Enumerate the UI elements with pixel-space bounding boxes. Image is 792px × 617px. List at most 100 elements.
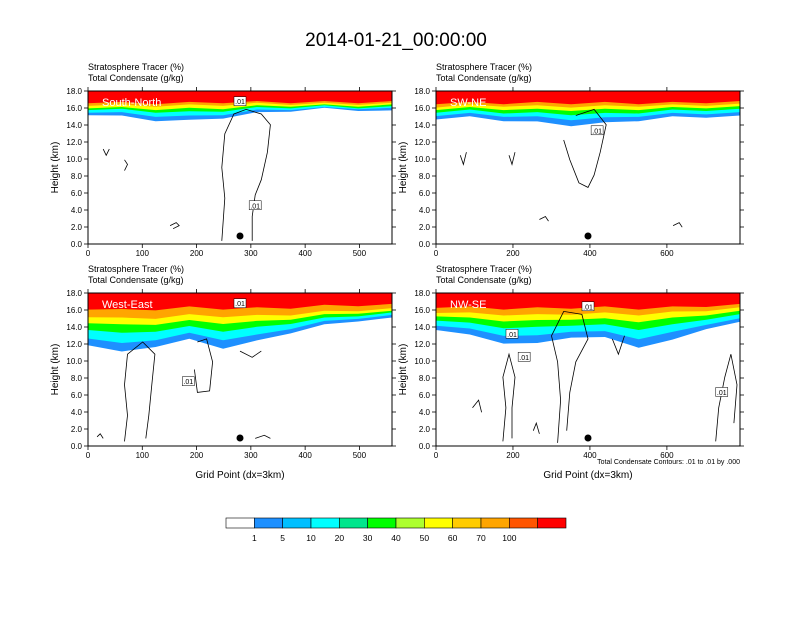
tracer-band-100 <box>436 293 740 310</box>
contour-label-box <box>233 298 247 308</box>
contour-label: .01 <box>235 99 245 106</box>
x-tick-label: 100 <box>136 249 150 258</box>
x-axis-label: Grid Point (dx=3km) <box>543 470 632 481</box>
contour-label: .01 <box>183 379 193 386</box>
y-tick-label: 14.0 <box>414 121 430 130</box>
panel-sw-ne: .01 SW-NE Stratosphere Tracer (%)Total Con… <box>398 62 744 258</box>
condensate-contour <box>124 341 156 442</box>
location-marker <box>584 434 592 442</box>
y-tick-label: 18.0 <box>414 289 430 298</box>
y-tick-label: 10.0 <box>66 155 82 164</box>
colorbar-swatch <box>452 517 482 529</box>
y-tick-label: 4.0 <box>419 206 431 215</box>
x-axis-label: Grid Point (dx=3km) <box>195 470 284 481</box>
panel-frame <box>87 292 393 447</box>
colorbar-swatch <box>395 517 425 529</box>
colorbar-label: 60 <box>448 533 458 543</box>
location-marker <box>236 232 244 240</box>
contour-label: .01 <box>507 332 517 339</box>
y-tick-label: 2.0 <box>419 425 431 434</box>
colorbar-label: 1 <box>252 533 257 543</box>
colorbar-swatch <box>537 517 567 529</box>
y-tick-label: 8.0 <box>419 374 431 383</box>
colorbar-swatch <box>424 517 453 529</box>
panel-frame <box>435 90 741 245</box>
colorbar-swatch <box>509 517 538 529</box>
condensate-contour <box>539 215 549 222</box>
location-marker <box>584 232 592 240</box>
panel-name: SW-NE <box>450 97 486 109</box>
panel-name: South-North <box>102 97 161 109</box>
y-tick-label: 6.0 <box>419 391 431 400</box>
x-tick-label: 200 <box>190 451 204 460</box>
x-tick-label: 600 <box>660 249 674 258</box>
colorbar-swatch <box>254 517 283 529</box>
condensate-contour <box>715 354 738 442</box>
colorbar-label: 30 <box>363 533 373 543</box>
colorbar: 1 5 10 20 30 40 50 60 70 100 <box>225 517 567 543</box>
contour-label: .01 <box>235 301 245 308</box>
condensate-contour <box>239 350 262 358</box>
colorbar-label: 100 <box>502 533 516 543</box>
panel-title-line: Stratosphere Tracer (%) <box>436 264 532 274</box>
y-axis-label: Height (km) <box>50 142 61 194</box>
x-tick-label: 0 <box>434 249 439 258</box>
contour-label: .01 <box>592 128 602 135</box>
y-tick-label: 8.0 <box>71 172 83 181</box>
panel-content: .01 .01 <box>88 293 392 446</box>
condensate-contour <box>221 108 271 241</box>
contour-label-box <box>505 329 519 339</box>
y-axis-label: Height (km) <box>398 142 409 194</box>
panel-name: West-East <box>102 299 153 311</box>
x-tick-label: 500 <box>353 451 367 460</box>
condensate-contour <box>551 310 589 443</box>
location-marker <box>236 434 244 442</box>
contour-label-box <box>517 352 531 362</box>
y-tick-label: 10.0 <box>414 357 430 366</box>
x-tick-label: 500 <box>353 249 367 258</box>
condensate-contour <box>169 222 180 230</box>
x-tick-label: 400 <box>298 249 312 258</box>
condensate-contour <box>96 433 104 439</box>
contour-label: .01 <box>717 390 727 397</box>
y-tick-label: 4.0 <box>71 206 83 215</box>
x-tick-label: 200 <box>506 249 520 258</box>
x-tick-label: 400 <box>583 249 597 258</box>
x-tick-label: 300 <box>244 249 258 258</box>
panel-frame <box>435 292 741 447</box>
condensate-contour <box>532 421 540 434</box>
panel-west-east: .01 .01 West-East Stratosphere Tracer (%)To… <box>50 264 396 481</box>
x-tick-label: 400 <box>298 451 312 460</box>
contour-label-box <box>590 125 604 136</box>
y-tick-label: 6.0 <box>419 189 431 198</box>
x-tick-label: 200 <box>506 451 520 460</box>
contour-label-box <box>233 96 247 106</box>
y-tick-label: 14.0 <box>414 323 430 332</box>
contour-label-box <box>581 301 595 312</box>
y-tick-label: 0.0 <box>419 240 431 249</box>
panel-title-line: Total Condensate (g/kg) <box>436 275 532 285</box>
condensate-contour <box>255 434 271 439</box>
condensate-contour <box>472 399 482 413</box>
tracer-band-100 <box>436 91 740 105</box>
x-tick-label: 600 <box>660 451 674 460</box>
y-axis-label: Height (km) <box>398 344 409 396</box>
y-tick-label: 0.0 <box>71 442 83 451</box>
condensate-contour <box>563 108 607 188</box>
panel-name: NW-SE <box>450 299 486 311</box>
colorbar-swatch <box>225 517 255 529</box>
panel-title-line: Stratosphere Tracer (%) <box>88 264 184 274</box>
y-tick-label: 2.0 <box>71 223 83 232</box>
colorbar-label: 40 <box>391 533 401 543</box>
condensate-contour <box>124 159 128 171</box>
y-tick-label: 18.0 <box>66 289 82 298</box>
condensate-contour <box>508 152 516 166</box>
panel-frame <box>87 90 393 245</box>
y-tick-label: 16.0 <box>414 306 430 315</box>
x-tick-label: 200 <box>190 249 204 258</box>
y-tick-label: 14.0 <box>66 323 82 332</box>
colorbar-label: 20 <box>335 533 345 543</box>
panel-title-line: Total Condensate (g/kg) <box>88 275 184 285</box>
panel-title-line: Stratosphere Tracer (%) <box>436 62 532 72</box>
y-tick-label: 8.0 <box>71 374 83 383</box>
